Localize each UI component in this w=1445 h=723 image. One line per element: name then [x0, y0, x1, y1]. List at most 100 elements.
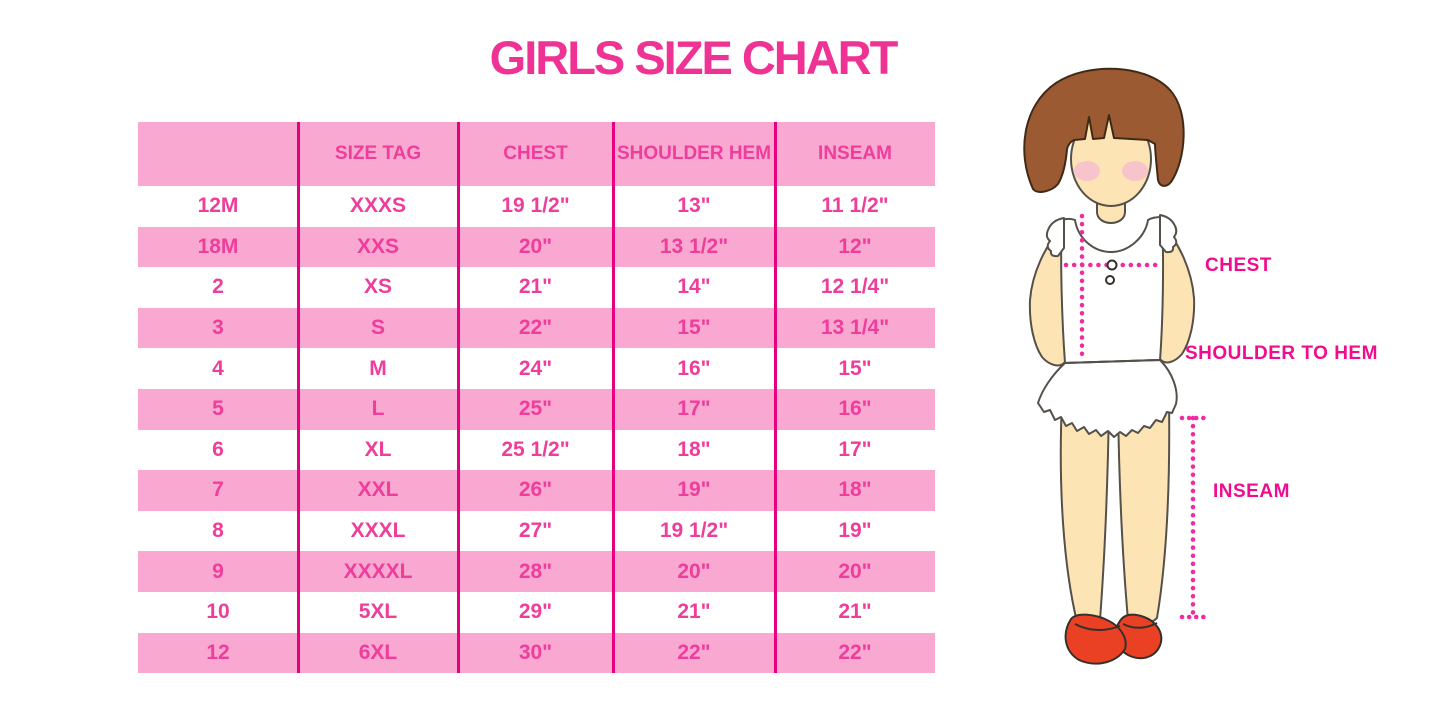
dress-button-bottom [1105, 275, 1115, 285]
table-cell: 29" [518, 600, 553, 624]
table-row: 6 XL 25 1/2" 18" 17" [138, 429, 935, 471]
table-cell: 16" [677, 356, 711, 380]
table-cell: XS [363, 275, 392, 299]
table-cell: 20" [838, 559, 872, 583]
chest-label: CHEST [1205, 255, 1272, 276]
table-cell: L [371, 397, 385, 421]
table-cell: 6XL [358, 640, 398, 664]
table-cell: 19" [677, 478, 711, 502]
table-cell: XL [364, 437, 392, 461]
table-cell: 24" [518, 356, 553, 380]
table-header-row: SIZE TAG CHEST SHOULDER HEM INSEAM [138, 122, 935, 186]
table-cell: 17" [838, 437, 872, 461]
shoulder-ruffle-left [1045, 217, 1065, 258]
header-cell: CHEST [503, 143, 568, 164]
table-cell: 8 [212, 519, 224, 543]
table-cell: 13" [677, 194, 711, 218]
table-row: 3 S 22" 15" 13 1/4" [138, 307, 935, 349]
column-divider [773, 122, 777, 674]
table-row: 18M XXS 20" 13 1/2" 12" [138, 226, 935, 268]
table-row: 8 XXXL 27" 19 1/2" 19" [138, 510, 935, 552]
dress-button-top [1106, 259, 1118, 271]
table-cell: 16" [838, 397, 872, 421]
size-table: SIZE TAG CHEST SHOULDER HEM INSEAM 12M XXXS 1… [138, 122, 935, 674]
table-cell: 14" [677, 275, 711, 299]
table-cell: 22" [518, 316, 553, 340]
table-cell: 18M [197, 234, 239, 258]
table-body: 12M XXXS 19 1/2" 13" 11 1/2" 18M XXS 20" 13 1/2"… [138, 186, 935, 674]
table-cell: 25" [518, 397, 553, 421]
table-row: 10 5XL 29" 21" 21" [138, 591, 935, 633]
girl-top [1060, 215, 1165, 365]
table-row: 7 XXL 26" 19" 18" [138, 470, 935, 511]
girl-arm-left [1028, 225, 1068, 367]
table-cell: 15" [677, 316, 711, 340]
girl-arm-right [1156, 222, 1196, 364]
shoulder-to-hem-label: SHOULDER TO HEM [1185, 343, 1378, 364]
table-cell: 13 1/2" [659, 234, 729, 258]
table-cell: 11 1/2" [821, 194, 889, 218]
table-cell: 25 1/2" [501, 437, 570, 461]
blush-left [1074, 161, 1100, 181]
column-divider [611, 122, 615, 674]
table-cell: 6 [212, 437, 224, 461]
table-cell: 28" [518, 559, 553, 583]
shoe-strap-right [1122, 622, 1158, 629]
table-cell: 18" [677, 437, 711, 461]
table-cell: 21" [677, 600, 711, 624]
table-row: 2 XS 21" 14" 12 1/4" [138, 267, 935, 308]
table-row: 5 L 25" 17" 16" [138, 388, 935, 430]
girl-measurement-figure: CHEST SHOULDER TO HEM INSEAM [1023, 67, 1378, 665]
table-cell: 20" [677, 559, 711, 583]
blush-right [1122, 161, 1148, 181]
table-cell: 10 [206, 600, 230, 624]
table-cell: 9 [212, 559, 224, 583]
header-cell: INSEAM [818, 143, 892, 164]
table-cell: 19" [838, 519, 872, 543]
inseam-label: INSEAM [1213, 481, 1290, 502]
girl-illustration: CHEST SHOULDER TO HEM INSEAM [1000, 60, 1445, 700]
table-cell: 4 [212, 356, 224, 380]
column-divider [456, 122, 460, 674]
table-cell: 2 [212, 275, 224, 299]
header-cell: SHOULDER HEM [616, 143, 772, 164]
table-cell: 21" [838, 600, 872, 624]
girl-hair [1023, 67, 1185, 193]
table-cell: 30" [518, 640, 553, 664]
table-row: 4 M 24" 16" 15" [138, 348, 935, 389]
table-cell: 13 1/4" [820, 316, 890, 340]
header-cell [138, 122, 298, 186]
table-cell: XXS [356, 234, 400, 258]
table-cell: XXL [357, 478, 399, 502]
table-cell: XXXL [350, 519, 406, 543]
table-cell: 17" [677, 397, 711, 421]
table-row: 12M XXXS 19 1/2" 13" 11 1/2" [138, 186, 935, 227]
table-cell: 19 1/2" [501, 194, 570, 218]
table-cell: 18" [838, 478, 872, 502]
header-cell: SIZE TAG [334, 143, 422, 164]
table-cell: XXXS [349, 194, 407, 218]
table-row: 12 6XL 30" 22" 22" [138, 632, 935, 674]
table-cell: 5 [212, 397, 224, 421]
table-cell: 12 [206, 640, 230, 664]
table-cell: 12M [197, 194, 239, 218]
table-cell: 22" [838, 640, 872, 664]
girl-skirt [1037, 359, 1178, 438]
table-cell: 12" [838, 234, 872, 258]
table-cell: 22" [677, 640, 711, 664]
table-cell: XXXXL [343, 559, 413, 583]
shoulder-ruffle-right [1159, 214, 1178, 254]
girl-shoe-left [1064, 613, 1127, 665]
shoe-strap-left [1074, 623, 1121, 631]
table-cell: 27" [518, 519, 553, 543]
table-cell: 26" [518, 478, 553, 502]
table-cell: 12 1/4" [820, 275, 890, 299]
table-cell: 20" [518, 234, 553, 258]
table-cell: S [370, 316, 385, 340]
table-cell: 5XL [358, 600, 398, 624]
table-row: 9 XXXXL 28" 20" 20" [138, 551, 935, 592]
table-cell: 3 [212, 316, 224, 340]
table-cell: 21" [518, 275, 553, 299]
table-cell: 7 [212, 478, 224, 502]
